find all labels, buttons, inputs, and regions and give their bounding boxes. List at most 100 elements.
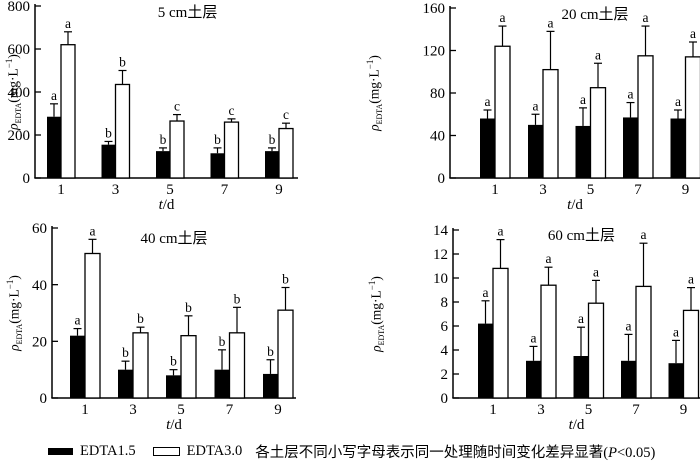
x-tick-label: 9	[274, 402, 282, 418]
x-axis-label: t/d	[569, 417, 585, 433]
bar-edta1.5	[101, 144, 116, 178]
bar-edta1.5	[478, 323, 493, 398]
y-tick-label: 4	[441, 343, 449, 359]
y-tick-label: 120	[423, 44, 446, 60]
sig-letter: b	[214, 132, 221, 147]
x-tick-label: 9	[680, 402, 688, 418]
bar-edta1.5	[118, 369, 133, 398]
sig-letter: a	[531, 330, 537, 345]
y-axis-label: ρEDTA(mg·L−1)	[367, 276, 387, 352]
sig-letter: b	[137, 311, 144, 326]
y-tick-label: 20	[32, 335, 47, 351]
sig-letter: a	[580, 92, 586, 107]
bar-edta3.0	[494, 45, 511, 179]
bar-edta3.0	[278, 127, 294, 179]
sig-letter: b	[105, 125, 112, 140]
sig-letter: a	[533, 98, 539, 113]
x-tick-label: 7	[226, 402, 234, 418]
bar-edta3.0	[277, 309, 294, 399]
bar-edta1.5	[623, 117, 638, 178]
sig-letter: a	[595, 47, 601, 62]
sig-letter: a	[626, 318, 632, 333]
bar-edta3.0	[169, 120, 185, 179]
y-tick-label: 60	[32, 222, 47, 237]
y-tick-label: 12	[433, 247, 448, 263]
sig-letter: a	[75, 313, 81, 328]
sig-letter: b	[185, 300, 192, 315]
y-tick-label: 0	[438, 171, 446, 187]
y-tick-label: 800	[8, 0, 31, 15]
sig-letter: b	[267, 344, 274, 359]
sig-letter: b	[160, 132, 167, 147]
x-tick-label: 9	[275, 182, 283, 198]
y-tick-label: 40	[430, 129, 445, 145]
y-axis-label: ρEDTA(mg·L−1)	[365, 55, 385, 131]
sig-letter: a	[641, 227, 647, 242]
y-tick-label: 6	[441, 319, 449, 335]
legend-label-edta30: EDTA3.0	[186, 442, 243, 459]
sig-letter: a	[593, 264, 599, 279]
bar-edta3.0	[132, 332, 149, 399]
sig-letter: a	[483, 285, 489, 300]
x-tick-label: 1	[57, 182, 65, 198]
y-axis-label: ρEDTA(mg·L−1)	[5, 275, 25, 351]
chart-title: 40 cm土层	[140, 230, 207, 247]
sig-letter: c	[174, 99, 180, 114]
sig-letter: b	[282, 272, 289, 287]
chart-panel-60cm: 0 2 4 6 8 10 12 14 a a a a a a a a a a 1 3 5 7 9 60 cm土层 t/d	[345, 222, 700, 438]
chart-panel-5cm: 0 200 400 600 800 a b b b b a b c c c 1 3 5 7 9 5 cm土层 t/d	[0, 0, 345, 216]
sig-letter: a	[673, 324, 679, 339]
sig-letter: a	[485, 94, 491, 109]
bar-edta3.0	[492, 267, 509, 399]
x-axis-label: t/d	[567, 197, 583, 213]
legend-label-edta15: EDTA1.5	[80, 442, 136, 459]
x-tick-label: 3	[112, 182, 120, 198]
x-tick-label: 3	[129, 402, 137, 418]
bar-edta1.5	[670, 118, 686, 178]
chart-panel-20cm: 0 40 80 120 160 a a a a a a a a a a 1 3 5 7 9 20 cm土层 t/d	[345, 0, 700, 216]
chart-title: 5 cm土层	[158, 4, 218, 21]
sig-letter: a	[675, 94, 681, 109]
chart-svg: 0 40 80 120 160 a a a a a a a a a a 1 3 5 7 9 20 cm土层 t/d	[423, 1, 700, 213]
x-tick-label: 7	[632, 402, 640, 418]
sig-letter: a	[643, 10, 649, 25]
sig-letter: c	[283, 107, 289, 122]
bar-edta3.0	[180, 335, 197, 399]
legend: EDTA1.5 EDTA3.0 各土层不同小写字母表示同一处理随时间变化差异显著…	[0, 441, 700, 461]
bar-edta1.5	[528, 124, 543, 178]
sig-letter: b	[234, 291, 241, 306]
bar-edta1.5	[166, 375, 181, 398]
sig-letter: a	[546, 251, 552, 266]
bar-edta1.5	[526, 360, 541, 398]
y-tick-label: 0	[40, 391, 48, 407]
bar-edta3.0	[228, 332, 246, 399]
bar-edta3.0	[684, 56, 700, 179]
x-tick-label: 1	[489, 402, 497, 418]
x-axis-label: t/d	[166, 417, 182, 433]
bar-edta3.0	[114, 83, 131, 179]
bar-edta1.5	[573, 356, 589, 398]
chart-title: 60 cm土层	[548, 227, 615, 244]
rho-symbol: ρ	[366, 124, 382, 131]
bar-edta1.5	[480, 118, 495, 178]
bar-edta3.0	[223, 121, 240, 179]
sig-letter: a	[578, 311, 584, 326]
bar-edta1.5	[47, 116, 61, 178]
legend-note: 各土层不同小写字母表示同一处理随时间变化差异显著(P<0.05)	[255, 444, 656, 461]
sig-letter: a	[51, 88, 57, 103]
chart-title: 20 cm土层	[561, 6, 628, 23]
y-tick-label: 600	[8, 42, 31, 58]
sig-letter: a	[498, 224, 504, 239]
bar-edta3.0	[587, 302, 605, 399]
x-tick-label: 5	[587, 182, 595, 198]
sig-letter: b	[119, 55, 126, 70]
bar-edta3.0	[60, 44, 76, 179]
x-tick-label: 7	[221, 182, 229, 198]
x-tick-label: 5	[166, 182, 174, 198]
bar-edta1.5	[263, 373, 278, 398]
x-axis-label: t/d	[159, 197, 175, 213]
sig-letter: b	[122, 345, 129, 360]
y-tick-label: 14	[433, 223, 449, 239]
